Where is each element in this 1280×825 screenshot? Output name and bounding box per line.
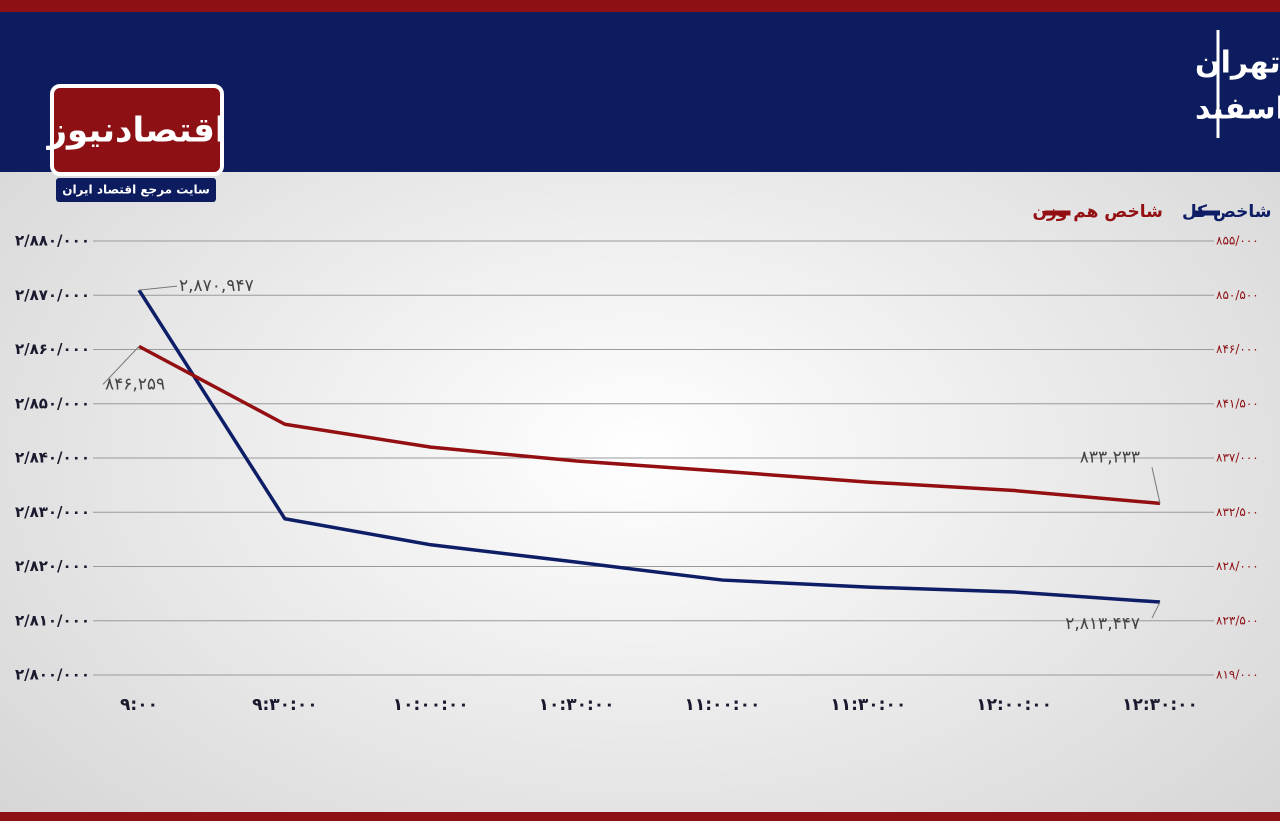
x-tick-label: ۱۲:۳۰:۰۰ — [1122, 695, 1198, 715]
label-leader — [138, 285, 178, 291]
label-leader — [1151, 467, 1161, 504]
logo-box — [50, 84, 224, 176]
top-stripe — [0, 0, 1280, 12]
y-tick-label: ۲/۸۶۰/۰۰۰ — [15, 340, 90, 358]
data-label: ۲,۸۷۰,۹۴۷ — [179, 276, 254, 296]
y2-tick-label: ۸۵۰/۵۰۰ — [1216, 288, 1259, 302]
data-label: ۸۳۳,۲۳۳ — [1080, 447, 1140, 467]
x-tick-label: ۱۰:۰۰:۰۰ — [393, 695, 469, 715]
y2-tick-label: ۸۵۵/۰۰۰ — [1216, 234, 1259, 248]
logo-caption-box — [56, 178, 216, 202]
data-label: ۸۴۶,۲۵۹ — [105, 374, 165, 394]
y-tick-label: ۲/۸۰۰/۰۰۰ — [15, 666, 90, 684]
legend-label: شاخص کل — [1182, 202, 1272, 222]
y-tick-label: ۲/۸۲۰/۰۰۰ — [15, 557, 90, 575]
y2-tick-label: ۸۱۹/۰۰۰ — [1216, 668, 1259, 682]
y2-tick-label: ۸۴۶/۰۰۰ — [1216, 342, 1259, 356]
label-leader — [102, 346, 140, 385]
y2-tick-label: ۸۲۸/۰۰۰ — [1216, 559, 1259, 573]
subtitle: دوشنبه ۱۳ اسفند — [1195, 92, 1280, 127]
y-tick-label: ۲/۸۵۰/۰۰۰ — [15, 394, 90, 412]
y-tick-label: ۲/۸۱۰/۰۰۰ — [15, 611, 90, 629]
x-tick-label: ۱۰:۳۰:۰۰ — [539, 695, 615, 715]
y-tick-label: ۲/۸۷۰/۰۰۰ — [15, 286, 90, 304]
y-tick-label: ۲/۸۳۰/۰۰۰ — [15, 503, 90, 521]
series-line — [138, 344, 1161, 506]
y2-tick-label: ۸۲۳/۵۰۰ — [1216, 613, 1259, 627]
x-tick-label: ۹:۳۰:۰۰ — [252, 695, 317, 715]
logo: اقتصادنیوز — [45, 111, 226, 151]
y-tick-label: ۲/۸۴۰/۰۰۰ — [15, 449, 90, 467]
data-label: ۲,۸۱۳,۴۴۷ — [1065, 614, 1140, 634]
x-tick-label: ۱۱:۰۰:۰۰ — [684, 695, 760, 715]
x-tick-label: ۹:۰۰ — [120, 695, 158, 715]
x-tick-label: ۱۲:۰۰:۰۰ — [976, 695, 1052, 715]
y2-tick-label: ۸۳۷/۰۰۰ — [1216, 451, 1259, 465]
logo-caption: سایت مرجع اقتصاد ایران — [62, 183, 210, 197]
legend-label: شاخص هم وزن — [1032, 202, 1162, 222]
x-tick-label: ۱۱:۳۰:۰۰ — [830, 695, 906, 715]
title: روند ساعتی شاخص کل و هم‌وزن بورس تهران — [1195, 46, 1280, 81]
y-tick-label: ۲/۸۸۰/۰۰۰ — [15, 232, 90, 250]
bottom-stripe — [0, 812, 1280, 821]
label-leader — [1151, 601, 1161, 619]
y2-tick-label: ۸۳۲/۵۰۰ — [1216, 505, 1259, 519]
series-line — [137, 289, 1161, 604]
y2-tick-label: ۸۴۱/۵۰۰ — [1216, 396, 1259, 410]
